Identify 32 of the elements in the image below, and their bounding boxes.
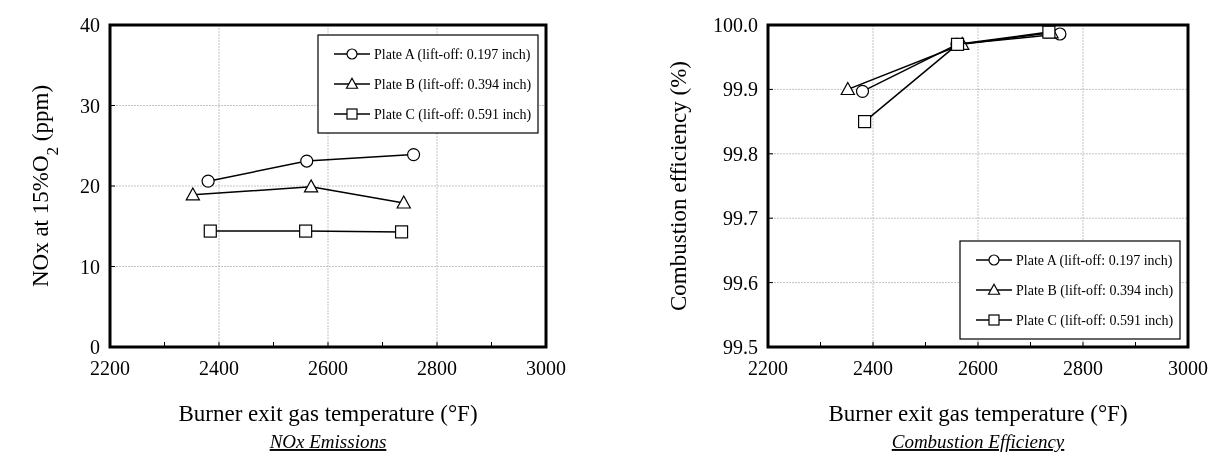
y-tick-label: 99.7 (723, 207, 758, 230)
x-tick-label: 2800 (417, 357, 457, 379)
x-tick-label: 2400 (853, 357, 893, 379)
y-tick-label: 30 (80, 94, 100, 117)
x-tick-label: 2600 (308, 357, 348, 379)
y-tick-label: 10 (80, 255, 100, 278)
x-tick-label: 2200 (90, 357, 130, 379)
y-tick-label: 99.5 (723, 336, 758, 358)
y-tick-label: 99.9 (723, 78, 758, 101)
x-axis-title: Burner exit gas temperature (°F) (828, 401, 1128, 426)
text: NOx Emissions (268, 431, 387, 452)
text: Combustion Efficiency (891, 431, 1065, 452)
y-tick-label: 0 (90, 336, 100, 358)
legend-label: Plate C (lift-off: 0.591 inch) (1016, 313, 1174, 329)
legend-label: Plate B (lift-off: 0.394 inch) (374, 77, 532, 93)
y-tick-label: 40 (80, 14, 100, 36)
x-tick-label: 2200 (748, 357, 788, 379)
x-tick-label: 3000 (1168, 357, 1208, 379)
legend-label: Plate C (lift-off: 0.591 inch) (374, 107, 532, 123)
y-tick-label: 100.0 (713, 14, 758, 36)
legend-label: Plate A (lift-off: 0.197 inch) (1016, 253, 1173, 269)
legend-label: Plate A (lift-off: 0.197 inch) (374, 47, 531, 63)
x-axis-title: Burner exit gas temperature (°F) (178, 401, 478, 426)
y-tick-label: 99.6 (723, 271, 758, 294)
legend-label: Plate B (lift-off: 0.394 inch) (1016, 283, 1174, 299)
y-tick-label: 99.8 (723, 142, 758, 165)
y-tick-label: 20 (80, 175, 100, 197)
x-tick-label: 2400 (199, 357, 239, 379)
y-axis-title: Combustion efficiency (%) (666, 61, 691, 311)
x-tick-label: 3000 (526, 357, 566, 379)
x-tick-label: 2800 (1063, 357, 1103, 379)
x-tick-label: 2600 (958, 357, 998, 379)
